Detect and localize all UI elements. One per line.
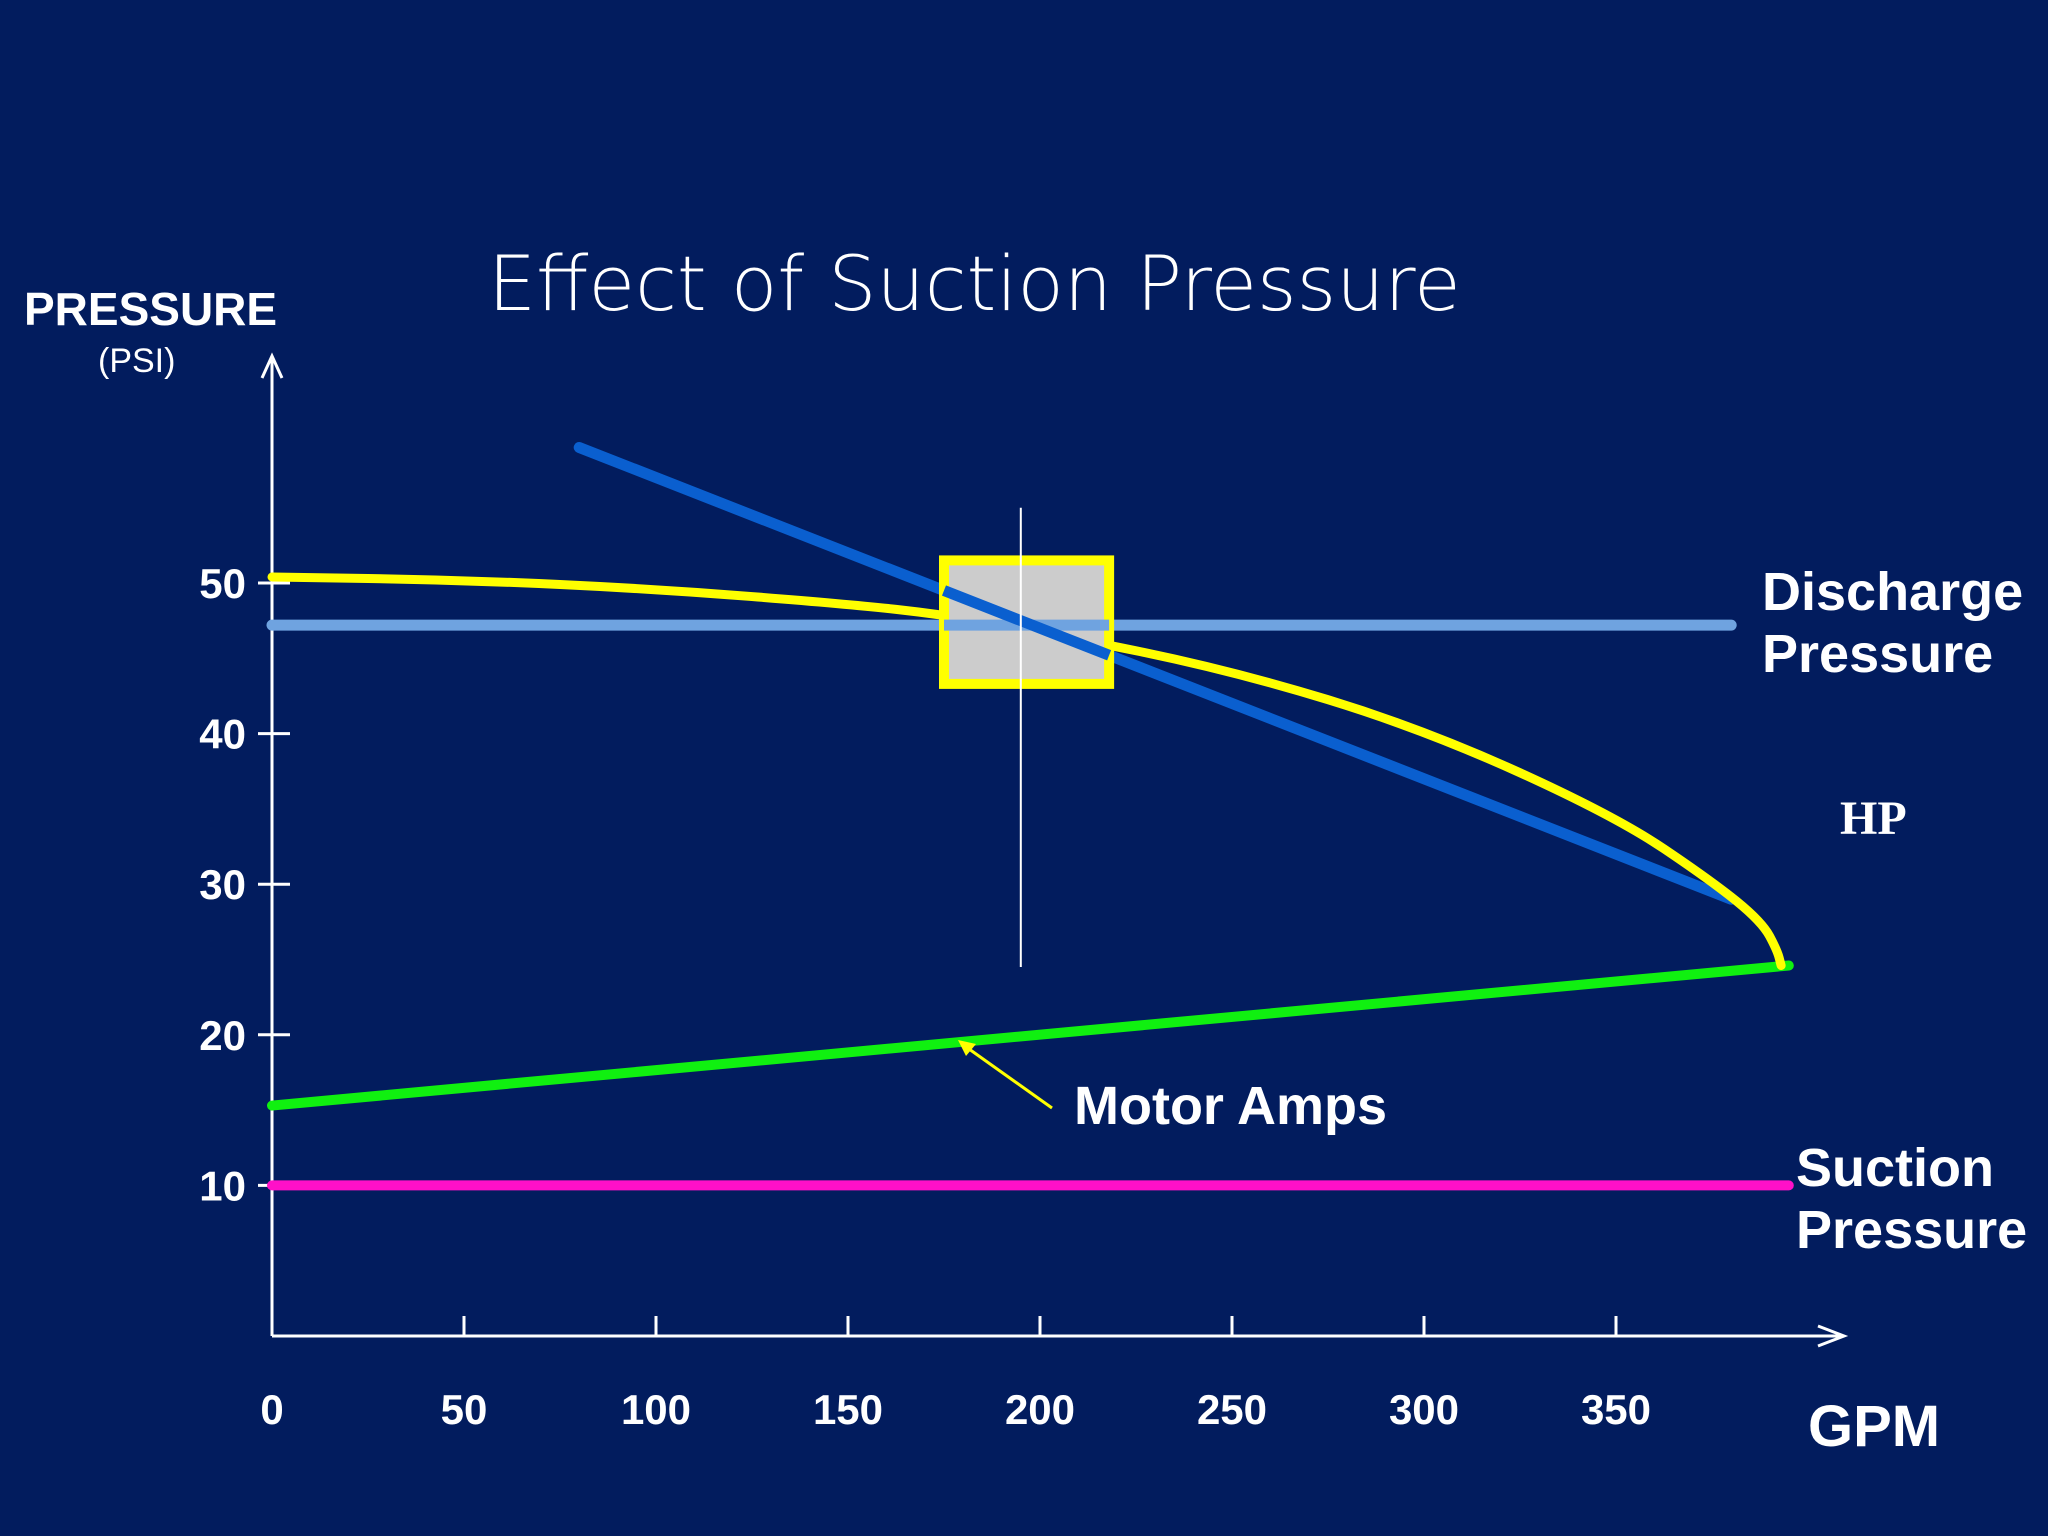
pump-curve-line xyxy=(267,572,1786,971)
axis-ticks: 0 50 100 150 200 250 300 350 10 20 30 40 50 xyxy=(199,560,1651,1433)
axes xyxy=(260,352,1849,1348)
x-tick-label: 50 xyxy=(441,1386,488,1433)
hp-overlay xyxy=(941,585,1112,661)
y-tick-label: 10 xyxy=(199,1162,246,1209)
y-axis-arrow xyxy=(260,352,284,379)
hp-line xyxy=(573,441,1737,905)
y-tick-label: 30 xyxy=(199,861,246,908)
y-axis-label: PRESSURE xyxy=(24,283,277,335)
y-tick-label: 50 xyxy=(199,560,246,607)
x-axis-label: GPM xyxy=(1808,1394,1940,1459)
x-tick-label: 250 xyxy=(1197,1386,1267,1433)
x-tick-label: 350 xyxy=(1581,1386,1651,1433)
motor-amps-pointer xyxy=(958,1040,1053,1110)
y-tick-label: 40 xyxy=(199,711,246,758)
discharge-label-line1: Discharge xyxy=(1762,562,2023,622)
x-axis-arrow xyxy=(1817,1324,1849,1348)
motor-amps-label: Motor Amps xyxy=(1074,1076,1387,1136)
chart-title: Effect of Suction Pressure xyxy=(488,239,1461,328)
x-tick-label: 100 xyxy=(621,1386,691,1433)
x-tick-label: 300 xyxy=(1389,1386,1459,1433)
operating-point-group xyxy=(939,507,1115,968)
motor-amps-line xyxy=(267,960,1794,1111)
y-axis-unit: (PSI) xyxy=(98,342,175,380)
suction-label-line1: Suction xyxy=(1796,1138,1994,1198)
discharge-label-line2: Pressure xyxy=(1762,624,1993,684)
pointer-line xyxy=(961,1042,1053,1110)
y-tick-label: 20 xyxy=(199,1012,246,1059)
hp-label: HP xyxy=(1840,792,1907,845)
x-tick-label: 200 xyxy=(1005,1386,1075,1433)
x-tick-label: 0 xyxy=(260,1386,283,1433)
x-tick-label: 150 xyxy=(813,1386,883,1433)
pointer-arrowhead xyxy=(958,1040,976,1056)
suction-label-line2: Pressure xyxy=(1796,1200,2027,1260)
